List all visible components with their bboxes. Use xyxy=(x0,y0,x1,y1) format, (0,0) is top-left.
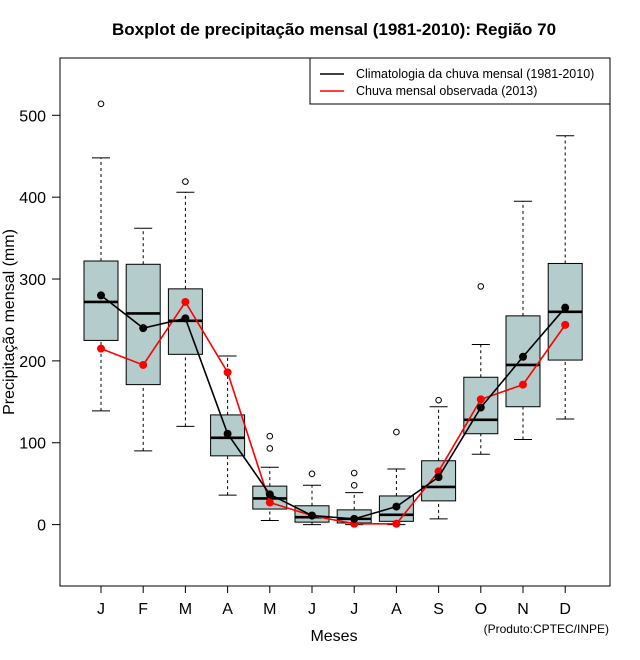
series-point xyxy=(265,498,274,507)
y-tick-label: 0 xyxy=(37,518,46,535)
x-tick-label: S xyxy=(433,601,444,618)
x-tick-label: N xyxy=(517,601,529,618)
series-line xyxy=(100,294,566,520)
series-point xyxy=(223,368,232,377)
legend-box xyxy=(309,57,611,105)
outlier-point xyxy=(97,100,105,108)
x-tick-label: M xyxy=(179,601,192,618)
y-axis: 0 100 200 300 400 500 xyxy=(19,108,61,535)
box-month-11 xyxy=(505,200,541,440)
outlier-point xyxy=(435,396,442,404)
series-point xyxy=(392,519,401,528)
series-point xyxy=(350,514,359,523)
series-layer xyxy=(97,291,570,528)
x-tick-label: D xyxy=(559,601,571,618)
outlier-point xyxy=(182,178,189,185)
series-point xyxy=(181,314,190,323)
series-point xyxy=(97,344,105,353)
boxes-layer xyxy=(83,100,583,526)
series-point xyxy=(476,395,485,404)
x-tick-label: A xyxy=(391,601,402,618)
x-tick-label: O xyxy=(475,601,487,618)
series-point xyxy=(561,320,570,329)
series-point xyxy=(97,291,105,300)
x-tick-label: M xyxy=(263,601,276,618)
x-tick-label: J xyxy=(350,601,358,618)
box-iqr xyxy=(505,315,541,408)
series-point xyxy=(265,490,274,499)
x-axis-label: Meses xyxy=(310,628,357,645)
outlier-point xyxy=(393,428,400,436)
box-month-1 xyxy=(83,100,119,412)
series-point xyxy=(223,429,232,438)
series-point xyxy=(181,297,190,306)
x-tick-label: J xyxy=(308,601,316,618)
x-tick-label: F xyxy=(138,601,148,618)
outlier-point xyxy=(477,283,485,290)
y-tick-label: 100 xyxy=(19,436,46,453)
x-tick-label: J xyxy=(97,601,105,618)
series-point xyxy=(476,403,485,412)
series-line xyxy=(100,300,566,525)
y-tick-label: 200 xyxy=(19,354,46,371)
box-month-4 xyxy=(210,355,246,496)
box-month-2 xyxy=(125,227,161,452)
series-point xyxy=(519,352,527,361)
y-tick-label: 300 xyxy=(19,272,46,289)
legend: Climatologia da chuva mensal (1981-2010)… xyxy=(309,57,611,105)
series-point xyxy=(308,511,316,520)
series-observed-2013 xyxy=(97,297,570,528)
series-point xyxy=(561,303,570,312)
series-point xyxy=(519,380,527,389)
y-tick-label: 400 xyxy=(19,190,46,207)
series-climatology xyxy=(97,291,570,523)
source-note: (Produto:CPTEC/INPE) xyxy=(484,622,609,636)
chart-title: Boxplot de precipitação mensal (1981-201… xyxy=(112,20,556,39)
outlier-point xyxy=(266,445,274,452)
series-point xyxy=(434,473,443,482)
outlier-point xyxy=(266,432,274,440)
y-axis-label: Precipitação mensal (mm) xyxy=(1,229,18,415)
box-month-12 xyxy=(547,135,583,420)
outlier-point xyxy=(350,482,358,489)
box-month-8 xyxy=(378,428,414,526)
y-tick-label: 500 xyxy=(19,108,46,125)
outlier-point xyxy=(308,470,316,478)
x-tick-label: A xyxy=(222,601,233,618)
legend-label-climatology: Climatologia da chuva mensal (1981-2010) xyxy=(356,67,594,81)
series-point xyxy=(392,502,401,511)
legend-label-observed: Chuva mensal observada (2013) xyxy=(356,84,537,98)
outlier-point xyxy=(350,469,358,477)
series-point xyxy=(139,324,148,333)
series-point xyxy=(139,360,148,369)
